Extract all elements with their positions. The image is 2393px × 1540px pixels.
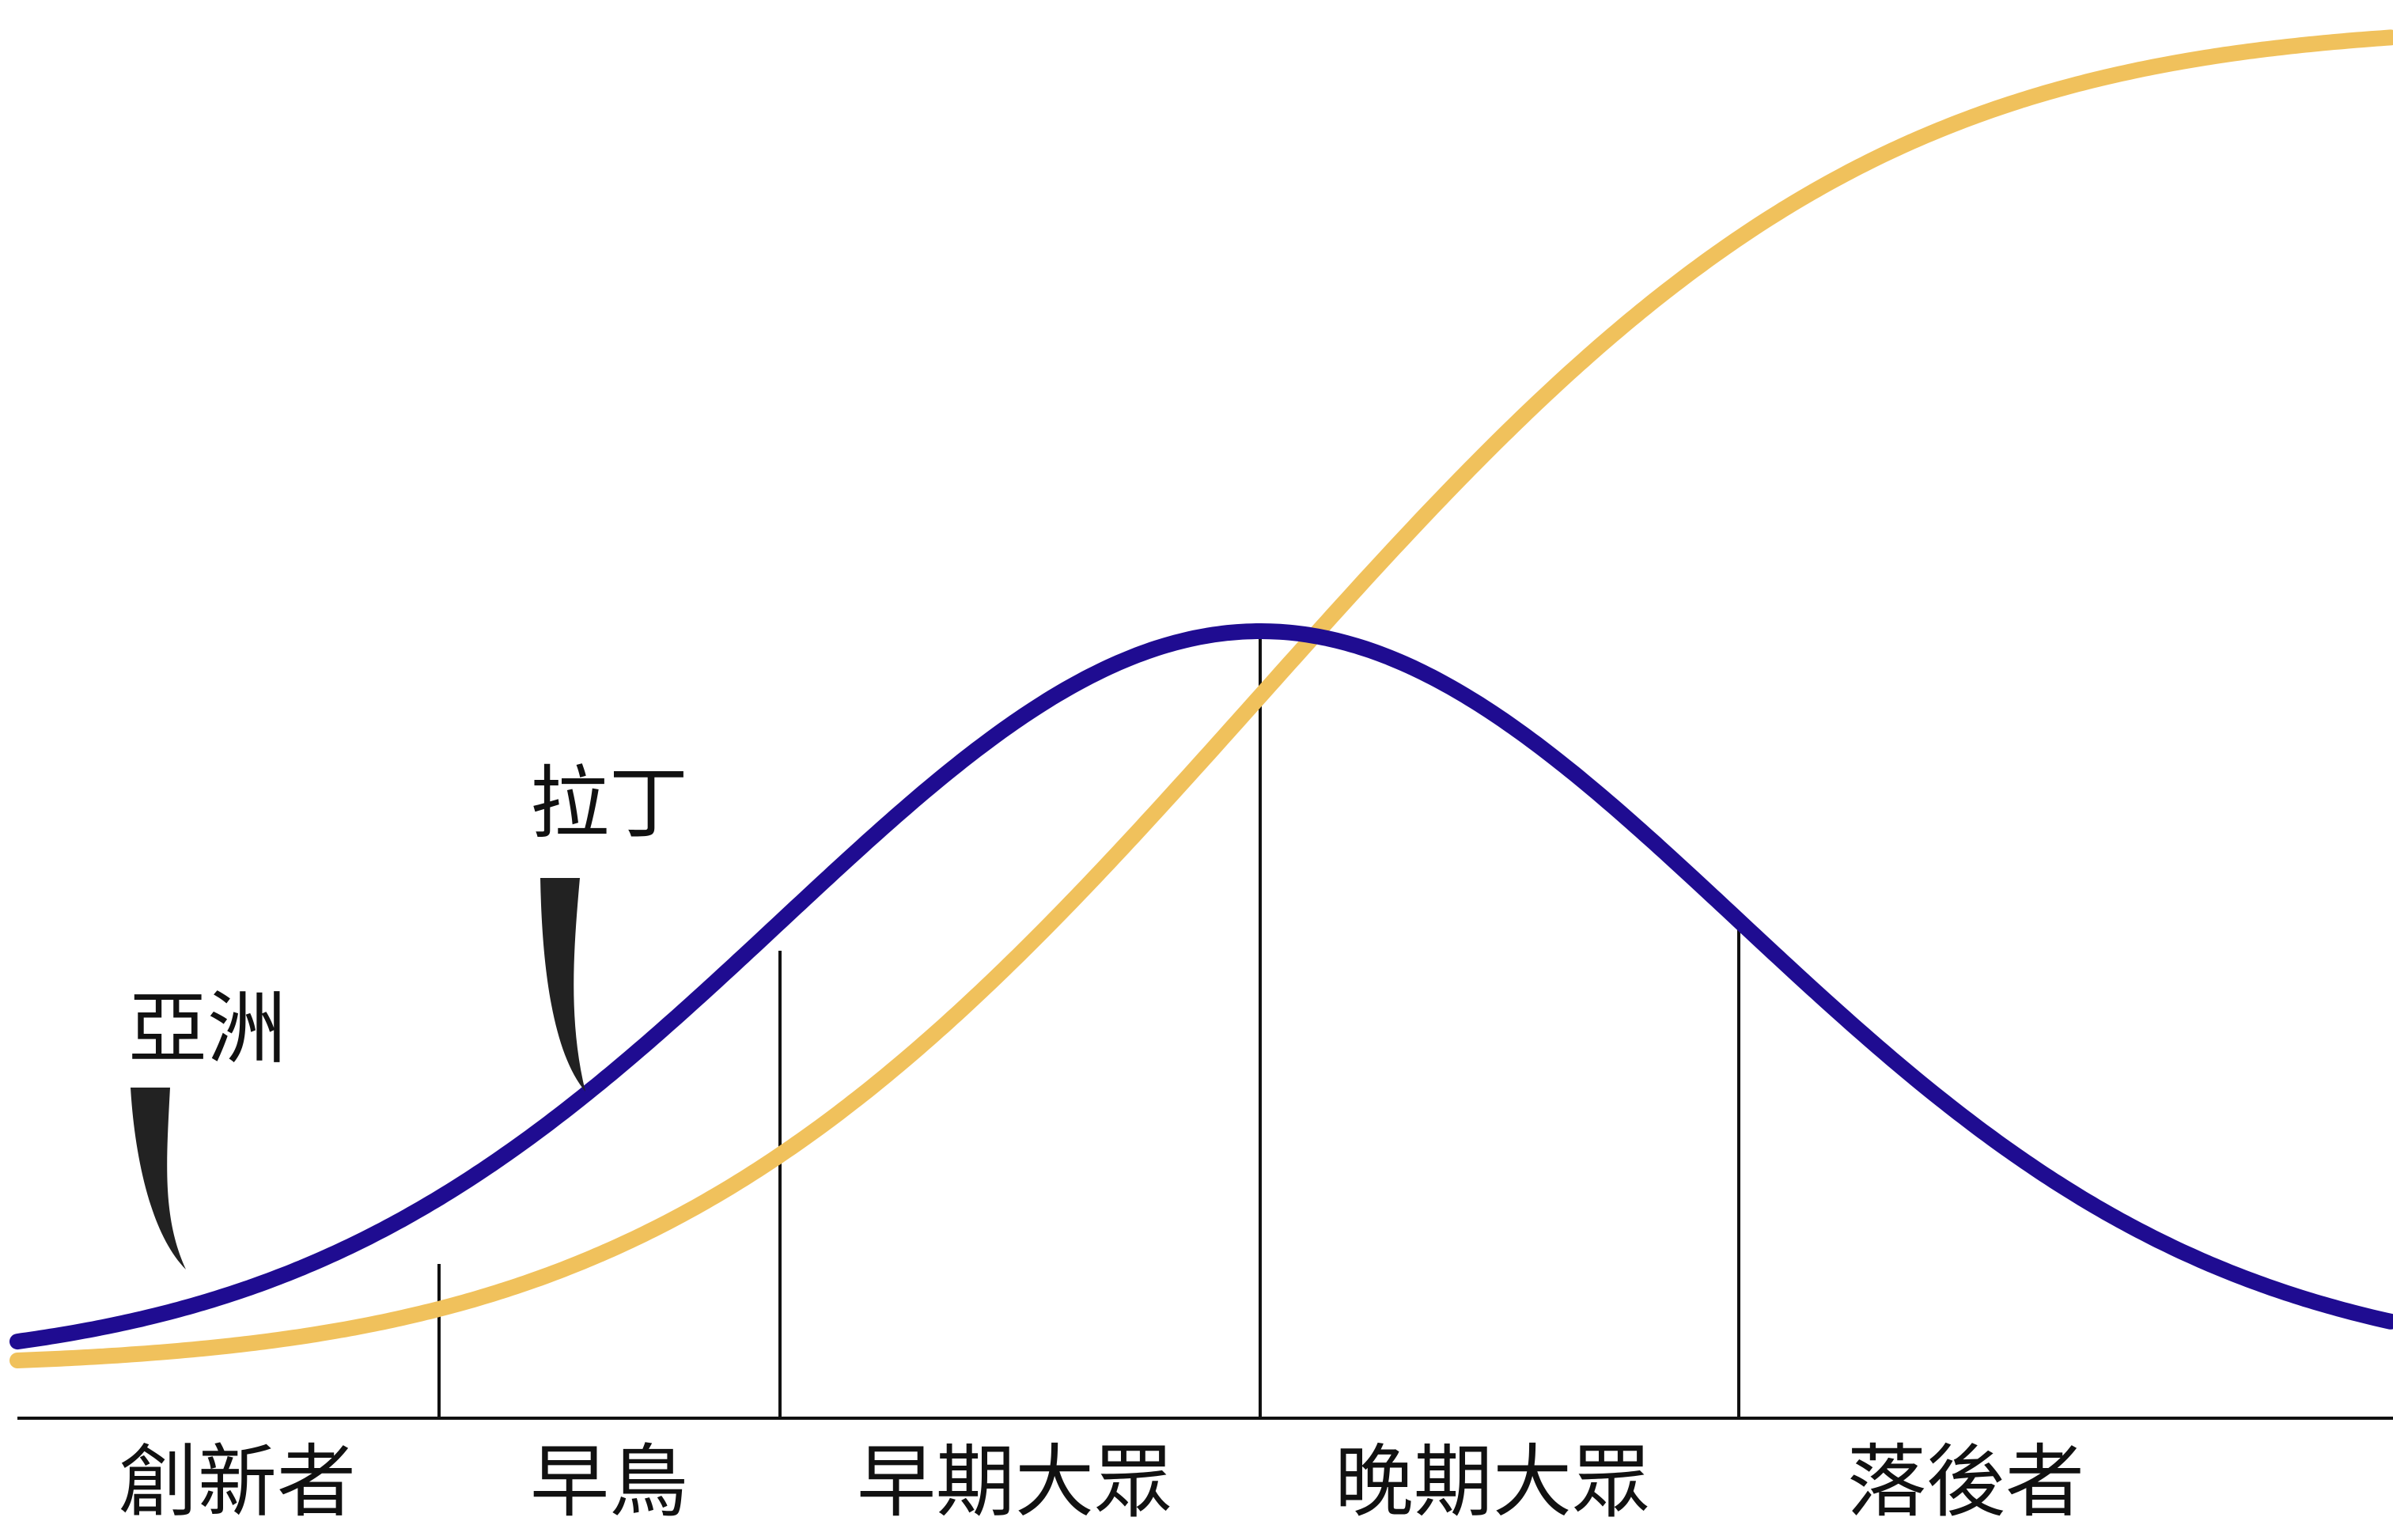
adoption-bell-curve [9, 623, 2393, 1350]
marker-latin-label: 拉丁 [530, 757, 688, 849]
cumulative-adoption-s-curve [9, 29, 2393, 1368]
segment-label-innovators: 創新者 [119, 1436, 356, 1528]
segment-label-early-adopters: 早鳥 [530, 1436, 688, 1528]
marker-latin: 拉丁 [530, 757, 688, 1092]
segment-label-late-majority: 晚期大眾 [1335, 1436, 1651, 1528]
marker-asia-pointer [131, 1088, 186, 1269]
marker-asia-label: 亞洲 [128, 982, 286, 1075]
segment-label-laggards: 落後者 [1847, 1436, 2084, 1528]
segment-label-early-majority: 早期大眾 [857, 1436, 1173, 1528]
marker-asia: 亞洲 [128, 982, 286, 1269]
marker-latin-pointer [540, 878, 585, 1092]
